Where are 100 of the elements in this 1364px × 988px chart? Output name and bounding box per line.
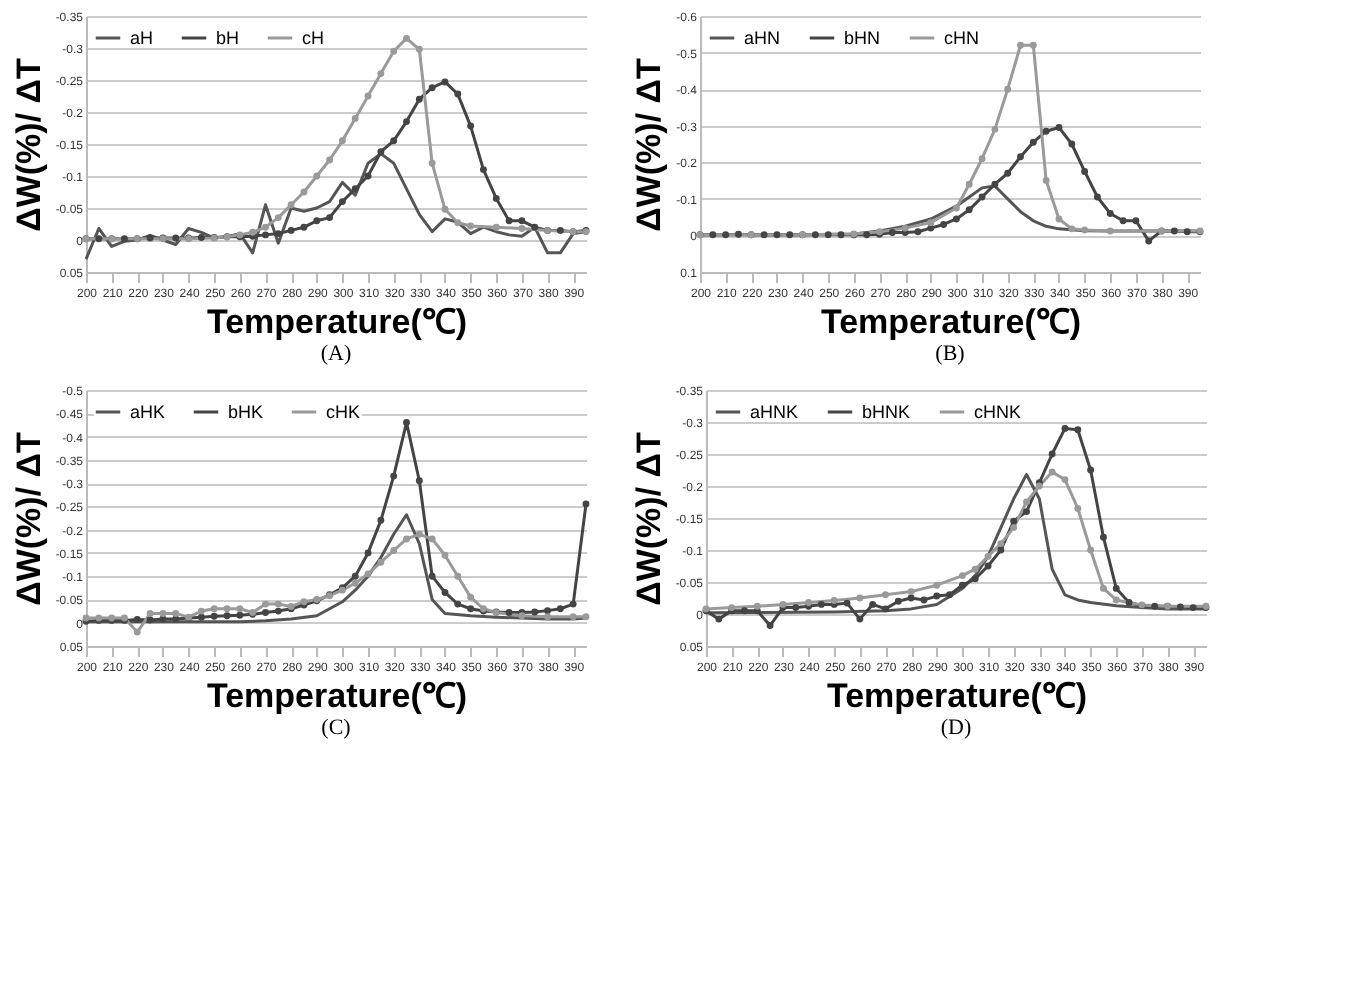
y-axis-title: ΔW(%)/ ΔT xyxy=(630,57,669,232)
point xyxy=(351,572,359,580)
point xyxy=(467,122,475,130)
point xyxy=(1029,41,1037,49)
point xyxy=(364,172,372,180)
point xyxy=(454,572,462,580)
point xyxy=(582,613,590,621)
point xyxy=(197,233,205,241)
point xyxy=(133,628,141,636)
point xyxy=(236,611,244,619)
point xyxy=(914,228,922,236)
point xyxy=(882,605,889,613)
point xyxy=(1029,138,1037,146)
point xyxy=(377,516,385,524)
point xyxy=(1010,517,1018,525)
point xyxy=(146,616,154,624)
point xyxy=(1170,227,1178,235)
point xyxy=(1048,468,1056,476)
point xyxy=(817,600,825,608)
point xyxy=(262,600,269,608)
point xyxy=(492,223,500,231)
point xyxy=(1061,424,1069,432)
legend-label: aHN xyxy=(744,28,781,48)
point xyxy=(1099,584,1107,592)
point xyxy=(274,607,282,615)
point xyxy=(262,231,269,239)
point xyxy=(326,214,334,222)
point xyxy=(544,613,551,621)
point xyxy=(1074,426,1082,434)
point xyxy=(146,234,154,242)
point xyxy=(952,204,960,212)
point xyxy=(300,223,308,231)
point xyxy=(236,605,244,613)
point xyxy=(1106,227,1114,235)
point xyxy=(971,565,979,573)
point xyxy=(978,193,986,201)
point xyxy=(1055,215,1063,223)
point xyxy=(95,235,103,243)
point xyxy=(351,579,359,587)
point xyxy=(1119,217,1127,225)
point xyxy=(811,231,819,239)
point xyxy=(300,188,308,196)
point xyxy=(997,546,1005,554)
line-series xyxy=(84,513,588,624)
point xyxy=(1068,140,1076,148)
point xyxy=(544,607,551,615)
point xyxy=(531,223,539,231)
legend-label: cHNK xyxy=(974,402,1022,422)
point xyxy=(518,217,526,225)
point xyxy=(984,562,992,570)
point xyxy=(1055,124,1063,131)
legend-label: cH xyxy=(302,28,324,48)
point xyxy=(1151,602,1159,610)
point xyxy=(1004,85,1012,93)
legend-label: bHN xyxy=(844,28,881,48)
legend-label: bH xyxy=(216,28,240,48)
point xyxy=(467,222,475,230)
point xyxy=(901,224,909,232)
point xyxy=(933,581,941,589)
point xyxy=(569,600,577,608)
point xyxy=(364,549,372,557)
point xyxy=(403,118,410,126)
point xyxy=(869,600,877,608)
point xyxy=(377,70,385,78)
point xyxy=(1112,596,1120,604)
x-axis-title: Temperature(℃) xyxy=(820,303,1082,341)
point xyxy=(351,185,359,193)
point xyxy=(210,605,218,613)
point xyxy=(927,219,935,227)
point xyxy=(223,605,231,613)
point xyxy=(403,419,410,427)
point xyxy=(1176,603,1184,611)
legend-label: bHK xyxy=(228,402,264,422)
point xyxy=(390,547,398,555)
point xyxy=(984,552,992,560)
point xyxy=(428,572,436,580)
x-axis-title: Temperature(℃) xyxy=(206,303,468,341)
point xyxy=(709,231,717,239)
x-axis-title: Temperature(℃) xyxy=(826,677,1088,715)
point xyxy=(940,221,948,228)
point xyxy=(907,588,915,596)
point xyxy=(1023,508,1030,516)
point xyxy=(1112,584,1120,592)
legend-label: cHN xyxy=(944,28,979,48)
point xyxy=(888,229,896,236)
point xyxy=(715,615,723,623)
point xyxy=(287,201,295,209)
point xyxy=(882,591,889,599)
point xyxy=(722,231,730,239)
point xyxy=(326,156,334,164)
point xyxy=(843,599,851,607)
point xyxy=(415,477,423,485)
point xyxy=(753,602,761,610)
point xyxy=(920,596,928,604)
point xyxy=(1023,498,1030,506)
point xyxy=(991,125,999,133)
y-axis-title: ΔW(%)/ ΔT xyxy=(9,57,48,232)
point xyxy=(454,219,462,227)
point xyxy=(965,206,973,214)
point xyxy=(479,166,487,174)
